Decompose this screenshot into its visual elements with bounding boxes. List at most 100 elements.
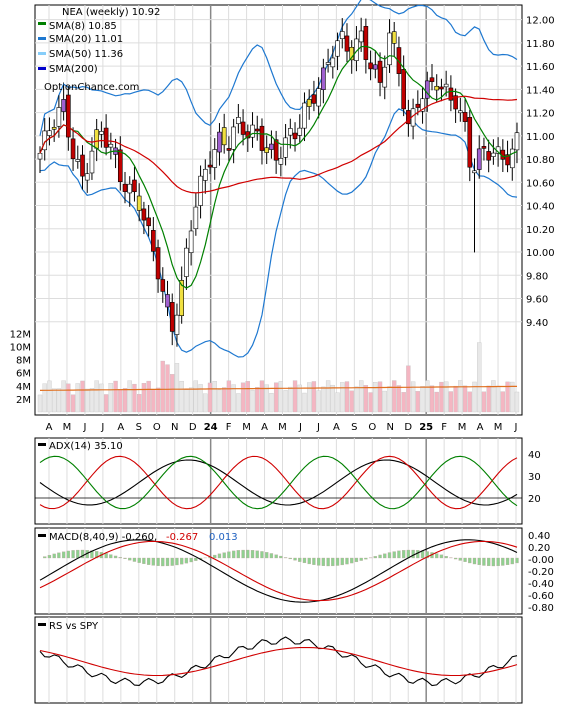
candle-body [212,149,218,168]
macd-line [39,539,518,603]
macd-histogram-bar [510,557,514,565]
volume-bar [453,385,458,413]
macd-histogram-bar [246,549,250,559]
macd-histogram-bar [416,550,420,559]
macd-histogram-bar [109,554,113,559]
macd-histogram-bar [137,557,141,563]
macd-histogram-bar [132,557,137,562]
volume-bar [321,386,326,413]
macd-histogram-bar [397,550,401,559]
grid-lines [35,5,522,703]
macd-histogram-bar [161,557,165,567]
adx-tick-label: 30 [528,472,541,483]
volume-bar [382,390,387,413]
macd-histogram-bar [364,557,368,560]
macd-histogram-bar [350,557,354,564]
volume-bar [486,385,491,413]
rs-line [39,636,518,687]
candle-body [278,158,284,165]
candle-body [382,66,388,88]
volume-bar [179,380,184,413]
legend-swatch-sma8 [38,22,46,25]
macd-histogram-bar [76,549,80,559]
candle-body [330,57,336,68]
volume-bar [193,380,199,413]
volume-bar [222,387,227,413]
macd-histogram-bar [170,557,174,566]
volume-tick-label: 8M [16,356,31,367]
macd-histogram-bar [293,557,297,561]
x-axis-label: F [226,422,232,433]
volume-bar [80,380,85,413]
volume-bar [245,381,250,413]
candle-body [61,99,66,112]
candle-body [311,94,317,104]
macd-tick-label: 0.40 [528,531,550,542]
candle-body [476,148,482,170]
volume-bar [377,381,383,413]
macd-histogram-bar [52,553,56,559]
price-tick-label: 10.00 [526,248,555,259]
volume-bar [406,365,411,413]
macd-histogram-bar [435,553,439,559]
macd-histogram-bar [491,557,496,567]
candle-body [184,247,189,277]
candle-body [141,208,147,221]
macd-histogram-bar [288,557,292,560]
moving-averages [39,45,518,289]
macd-histogram-bar [213,554,217,559]
adx-line [39,459,518,506]
macd-histogram-bar [477,557,481,566]
macd-histogram-bar [468,557,472,564]
candle-body [283,137,288,158]
legend-sma8: SMA(8) 10.85 [49,21,117,32]
candle-body [391,31,397,44]
macd-histogram-bar [444,556,448,559]
macd-histogram-bar [43,556,47,559]
candle-body [89,150,95,174]
volume-bar [52,388,57,413]
candle-body [75,159,81,162]
volume-bar [434,391,439,413]
x-axis-label: J [514,422,518,433]
candle-body [316,88,321,107]
x-axis-label: M [494,422,503,433]
macd-histogram-bar [250,550,255,559]
candle-body [401,69,406,110]
volume-tick-label: 2M [16,395,31,406]
candle-body [84,173,90,181]
x-axis-label: M [242,422,251,433]
candle-body [250,124,255,138]
volume-bar [250,389,255,413]
macd-histogram-bar [439,554,444,559]
macd-histogram-bar [80,549,85,559]
candle-body [486,151,491,161]
macd-tick-label: -0.80 [528,603,554,614]
volume-bar [500,391,505,413]
sma8-line [39,45,518,289]
macd-histogram-bar [227,551,231,559]
axis-ticks: 9.40 9.60 9.80 10.00 10.20 10.40 10.60 10.80 11.… [10,16,555,614]
macd-histogram-bar [298,557,302,562]
price-tick-label: 10.20 [526,225,555,236]
rs-label: RS vs SPY [49,621,99,632]
rs-average-line [39,646,518,677]
volume-bar [444,381,449,413]
volume-bar [165,364,170,413]
volume-bar [118,389,123,413]
volume-bar [368,392,373,413]
candle-body [179,280,184,316]
volume-bar [358,380,364,413]
volume-bar [477,342,482,413]
volume-bar [155,387,161,413]
macd-histogram-bar [95,551,99,559]
macd-histogram-bar [359,557,363,561]
candle-body [335,40,340,57]
volume-bar [481,391,487,413]
volume-bar [448,391,454,413]
macd-histogram-bar [265,552,269,559]
volume-bar [203,393,208,413]
candle-body [198,175,203,206]
candle-body [193,206,199,230]
volume-bar [264,384,269,413]
